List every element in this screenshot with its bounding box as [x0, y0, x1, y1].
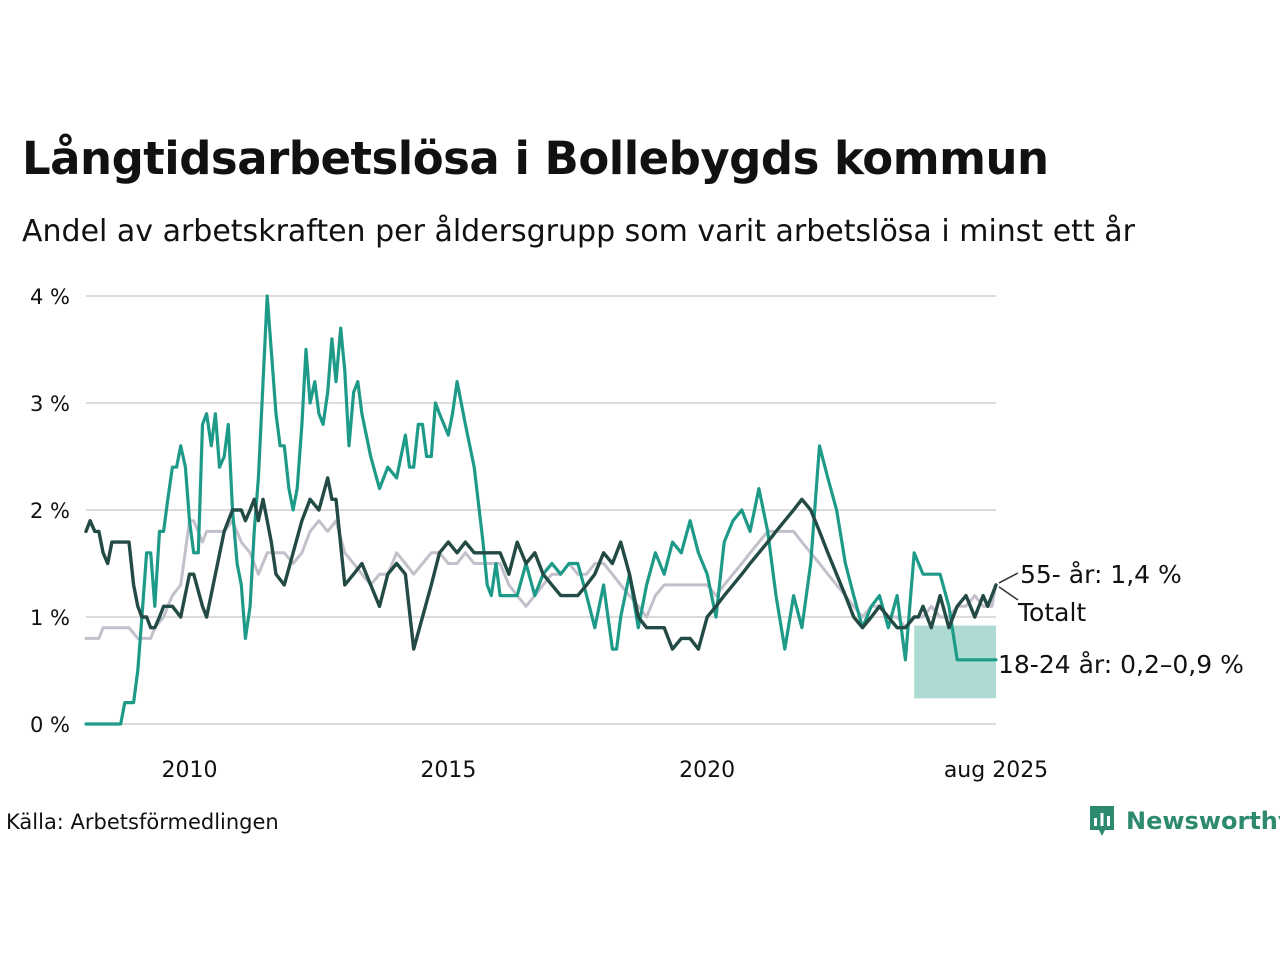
series-total-label: Totalt — [1017, 598, 1086, 627]
label-leader-55 — [998, 572, 1019, 584]
newsworthy-logo: Newsworthy — [1088, 804, 1280, 838]
x-tick-label: 2020 — [679, 758, 735, 783]
source-note: Källa: Arbetsförmedlingen — [6, 810, 279, 834]
y-tick-label: 2 % — [30, 499, 70, 523]
y-tick-label: 3 % — [30, 392, 70, 416]
brand-name: Newsworthy — [1126, 807, 1280, 835]
series-55-label: 55- år: 1,4 % — [1020, 560, 1182, 589]
label-leader-total — [998, 586, 1019, 601]
y-tick-label: 0 % — [30, 713, 70, 737]
series-total-line — [84, 476, 998, 651]
newsworthy-icon — [1090, 806, 1114, 836]
x-tick-label: aug 2025 — [944, 758, 1048, 783]
x-tick-label: 2010 — [162, 758, 218, 783]
series-18-24-label: 18-24 år: 0,2–0,9 % — [998, 650, 1244, 679]
chart-subtitle: Andel av arbetskraften per åldersgrupp s… — [22, 214, 1135, 249]
series-18-24-line — [84, 294, 998, 726]
y-tick-label: 1 % — [30, 606, 70, 630]
y-tick-label: 4 % — [30, 285, 70, 309]
x-tick-label: 2015 — [420, 758, 476, 783]
chart-title: Långtidsarbetslösa i Bollebygds kommun — [22, 132, 1049, 185]
